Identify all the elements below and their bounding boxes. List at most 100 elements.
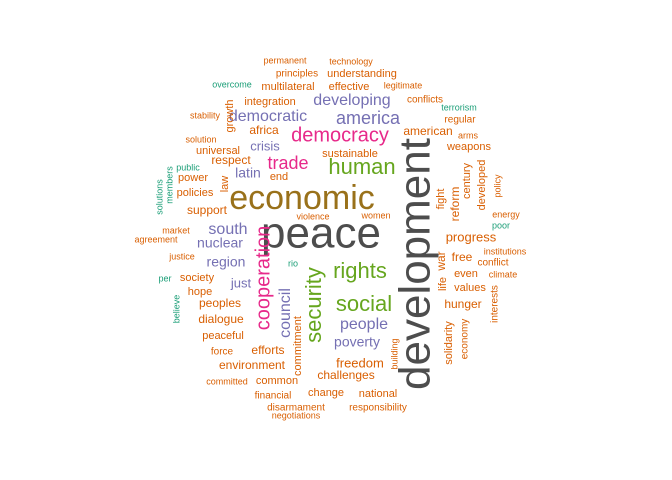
- word-solutions: solutions: [154, 179, 164, 215]
- word-effective: effective: [329, 81, 370, 93]
- word-rights: rights: [333, 258, 387, 283]
- word-latin: latin: [235, 165, 261, 181]
- word-responsibility: responsibility: [349, 403, 407, 414]
- word-hope: hope: [188, 286, 212, 298]
- word-overcome: overcome: [212, 79, 252, 89]
- word-free: free: [452, 250, 473, 264]
- word-security: security: [301, 267, 326, 343]
- word-national: national: [359, 388, 398, 400]
- word-people: people: [340, 316, 388, 333]
- word-poor: poor: [492, 220, 510, 230]
- word-rio: rio: [288, 258, 298, 268]
- word-growth: growth: [224, 99, 236, 132]
- word-force: force: [211, 347, 234, 358]
- word-policies: policies: [177, 187, 214, 199]
- word-freedom: freedom: [336, 355, 384, 370]
- word-arms: arms: [458, 130, 478, 140]
- word-end: end: [270, 171, 288, 183]
- word-environment: environment: [219, 358, 286, 372]
- word-weapons: weapons: [446, 141, 492, 153]
- word-market: market: [162, 225, 190, 235]
- word-africa: africa: [249, 123, 279, 137]
- word-solution: solution: [185, 134, 216, 144]
- word-permanent: permanent: [263, 55, 307, 65]
- word-believe: believe: [171, 295, 181, 324]
- word-understanding: understanding: [327, 68, 397, 80]
- word-building: building: [389, 338, 399, 369]
- word-principles: principles: [276, 69, 318, 80]
- word-solidarity: solidarity: [443, 321, 455, 365]
- word-power: power: [178, 172, 208, 184]
- word-violence: violence: [296, 211, 329, 221]
- word-multilateral: multilateral: [261, 81, 314, 93]
- word-change: change: [308, 387, 344, 399]
- word-interests: interests: [490, 285, 501, 323]
- word-progress: progress: [446, 229, 497, 244]
- word-south: south: [208, 221, 247, 238]
- word-century: century: [461, 162, 473, 199]
- word-energy: energy: [492, 209, 520, 219]
- word-hunger: hunger: [444, 297, 481, 311]
- word-trade: trade: [267, 153, 308, 173]
- word-society: society: [180, 272, 215, 284]
- word-public: public: [176, 162, 200, 172]
- word-climate: climate: [489, 269, 518, 279]
- word-just: just: [230, 275, 252, 290]
- word-policy: policy: [492, 174, 502, 198]
- word-common: common: [256, 375, 298, 387]
- word-conflict: conflict: [477, 258, 508, 269]
- word-developed: developed: [476, 160, 488, 211]
- word-law: law: [219, 176, 231, 193]
- word-commitment: commitment: [292, 316, 304, 376]
- word-reform: reform: [448, 187, 462, 222]
- word-sustainable: sustainable: [322, 148, 378, 160]
- word-stability: stability: [190, 110, 221, 120]
- word-support: support: [187, 203, 228, 217]
- word-american: american: [403, 124, 452, 138]
- word-war: war: [434, 251, 448, 271]
- word-economic: economic: [229, 179, 375, 217]
- word-even: even: [454, 268, 478, 280]
- word-human: human: [328, 154, 395, 179]
- word-per: per: [158, 273, 171, 283]
- word-legitimate: legitimate: [384, 80, 423, 90]
- word-dialogue: dialogue: [198, 312, 244, 326]
- word-terrorism: terrorism: [441, 102, 477, 112]
- word-values: values: [454, 282, 486, 294]
- word-disarmament: disarmament: [267, 403, 325, 414]
- word-members: members: [164, 166, 174, 204]
- word-poverty: poverty: [334, 334, 380, 350]
- word-cooperation: cooperation: [252, 226, 274, 331]
- word-fight: fight: [435, 189, 447, 210]
- word-council: council: [277, 288, 294, 338]
- word-nuclear: nuclear: [197, 235, 243, 251]
- word-peace: peace: [261, 209, 381, 258]
- word-technology: technology: [329, 56, 373, 66]
- word-economy: economy: [460, 319, 471, 360]
- word-integration: integration: [244, 96, 295, 108]
- word-life: life: [437, 277, 449, 291]
- word-justice: justice: [168, 251, 195, 261]
- word-women: women: [360, 210, 390, 220]
- word-challenges: challenges: [317, 368, 374, 382]
- word-social: social: [336, 291, 392, 316]
- word-region: region: [207, 254, 246, 270]
- word-developing: developing: [313, 92, 390, 109]
- word-agreement: agreement: [134, 234, 178, 244]
- word-democratic: democratic: [229, 108, 307, 125]
- word-peaceful: peaceful: [202, 330, 244, 342]
- word-committed: committed: [206, 376, 248, 386]
- word-efforts: efforts: [251, 343, 284, 357]
- word-crisis: crisis: [250, 138, 280, 153]
- word-universal: universal: [196, 145, 240, 157]
- word-respect: respect: [211, 153, 251, 167]
- word-financial: financial: [255, 391, 292, 402]
- word-negotiations: negotiations: [272, 410, 321, 420]
- word-regular: regular: [444, 115, 476, 126]
- word-institutions: institutions: [484, 246, 527, 256]
- word-democracy: democracy: [291, 124, 389, 146]
- word-peoples: peoples: [199, 296, 241, 310]
- word-america: america: [336, 108, 401, 128]
